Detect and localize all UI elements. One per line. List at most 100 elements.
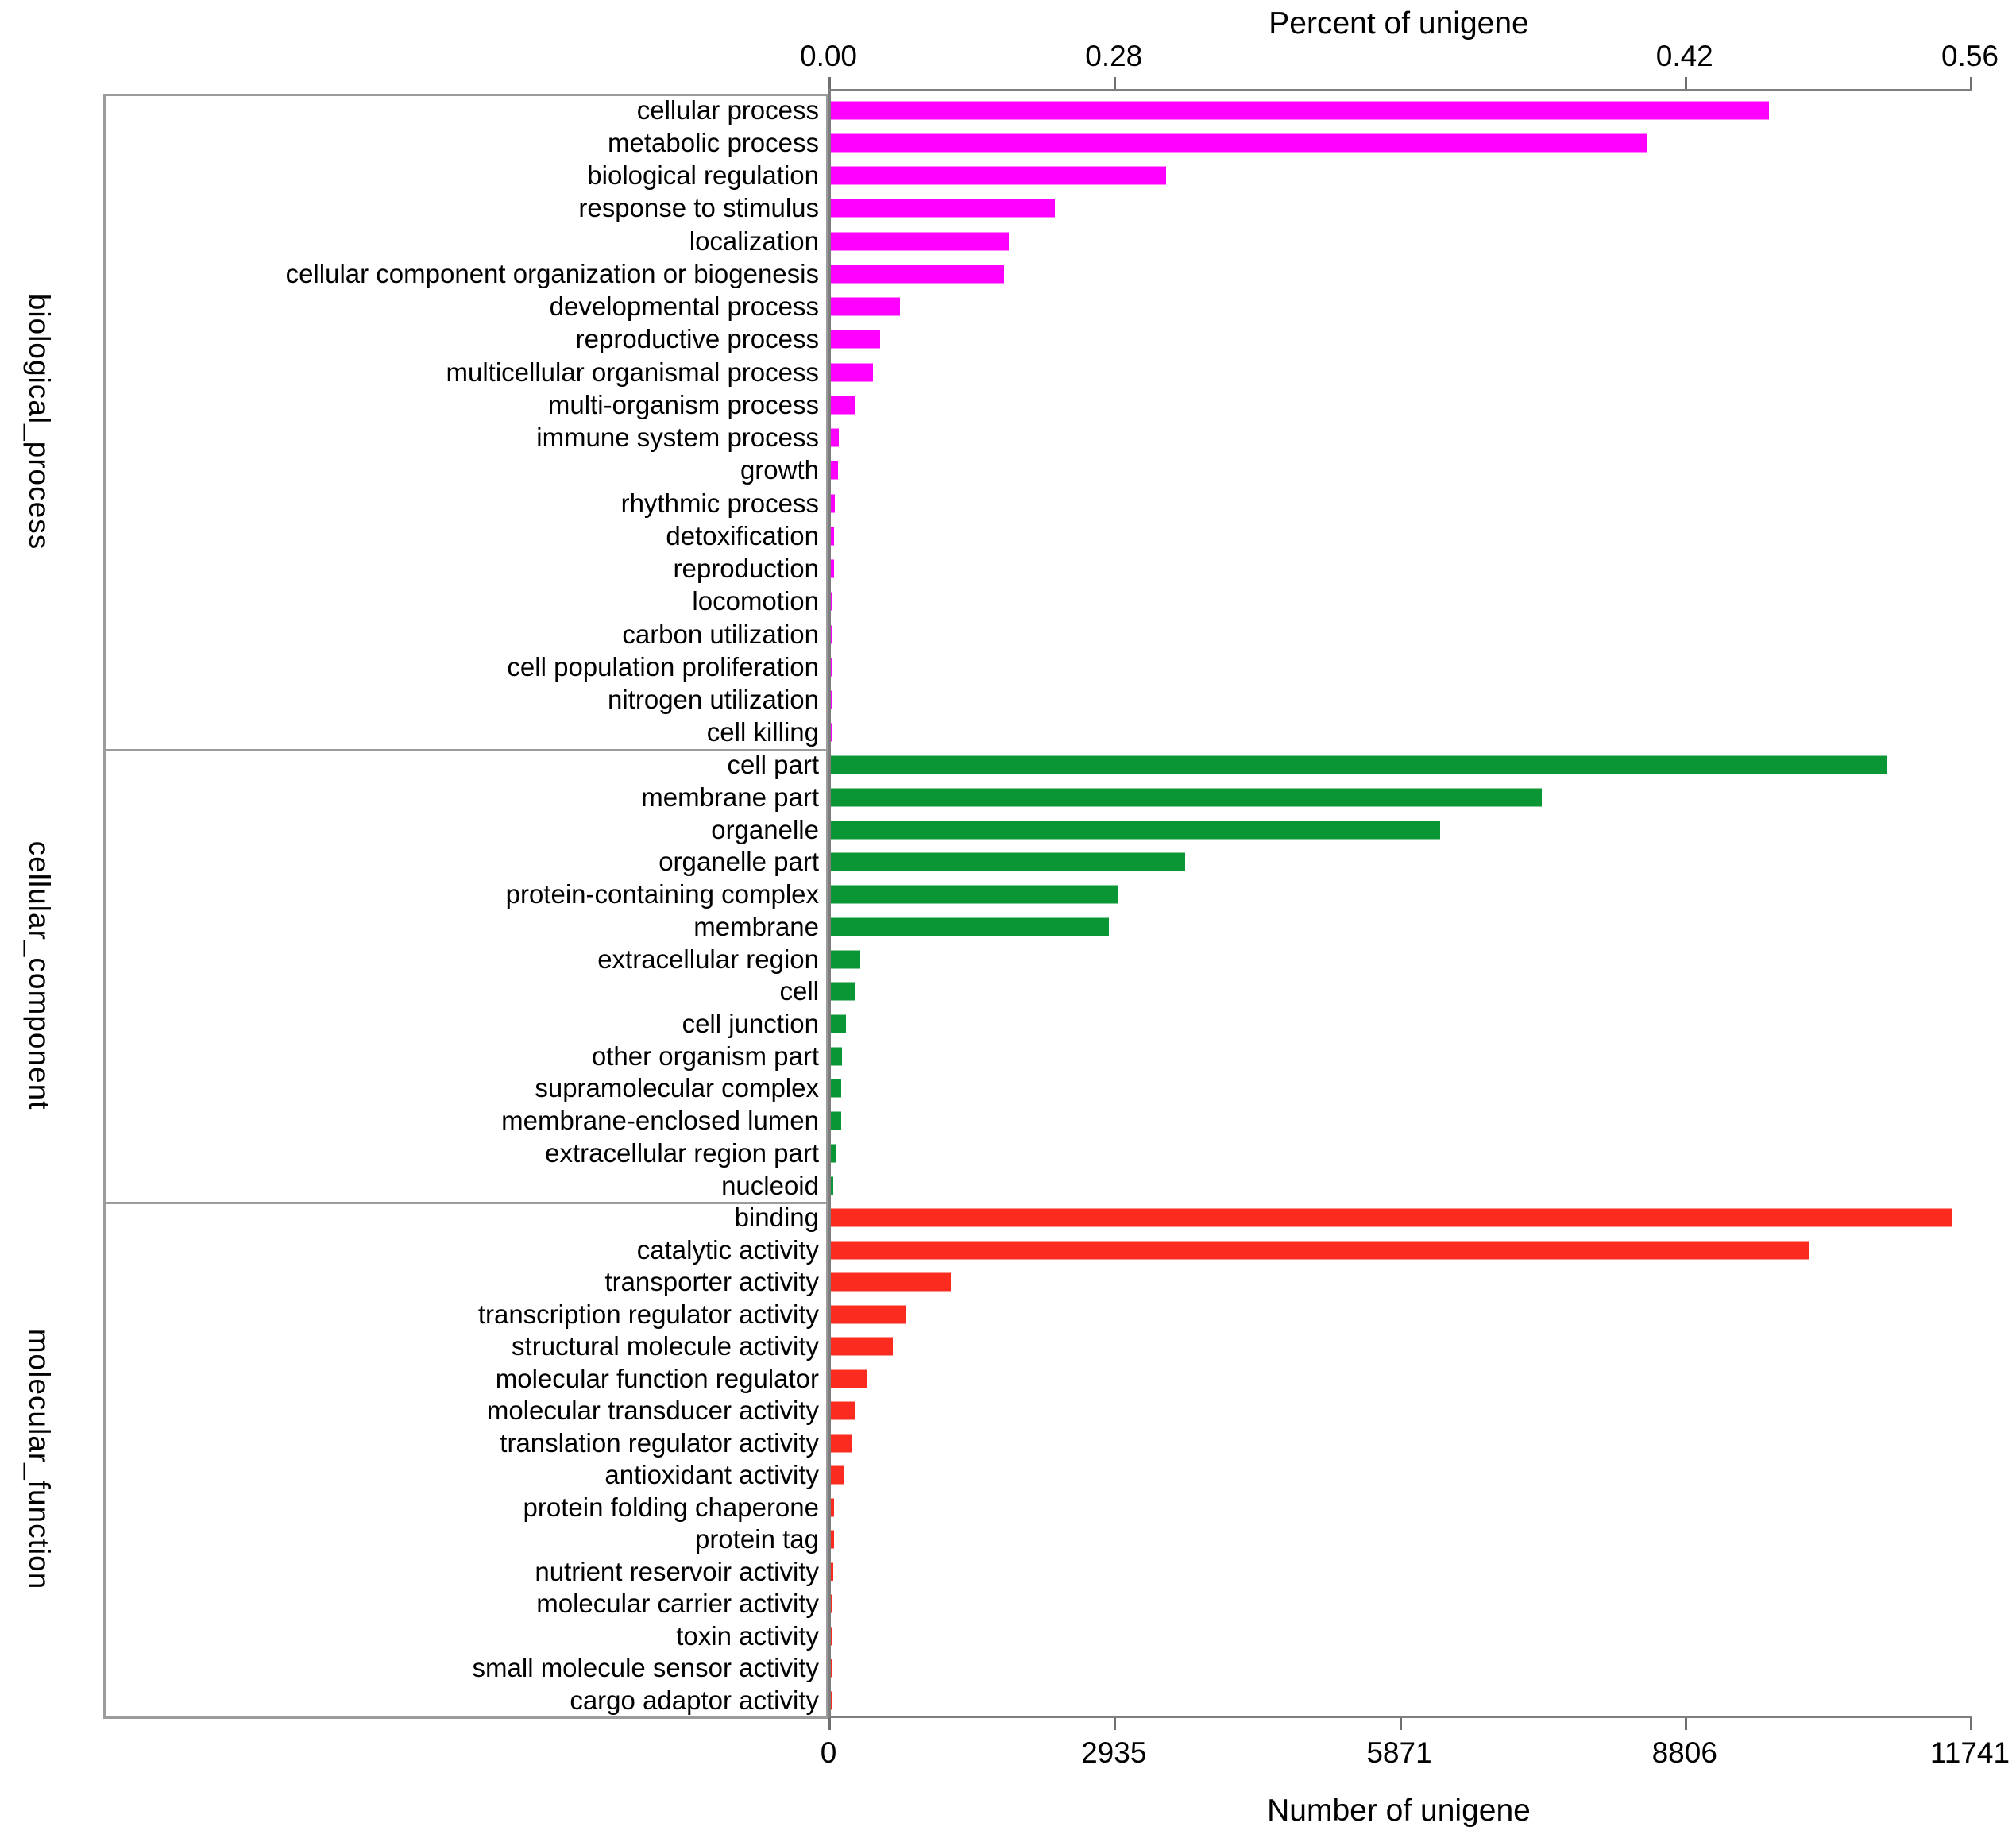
bar-cellular_component xyxy=(831,852,1185,871)
bar-cellular_component xyxy=(831,982,855,1001)
category-label: growth xyxy=(740,455,819,485)
bar-row: protein-containing complex xyxy=(0,879,2016,911)
bar-cellular_component xyxy=(831,788,1542,807)
category-label: carbon utilization xyxy=(622,619,819,649)
tick-mark xyxy=(1399,1718,1402,1730)
tick-mark xyxy=(1114,1718,1117,1730)
bar-molecular_function xyxy=(831,1530,834,1549)
category-label: organelle part xyxy=(658,847,819,877)
bar-biological_process xyxy=(831,101,1770,120)
section-divider-cc-mf xyxy=(103,1202,828,1204)
category-label: supramolecular complex xyxy=(535,1073,819,1103)
category-label: metabolic process xyxy=(608,127,819,157)
category-label: molecular function regulator xyxy=(495,1363,819,1393)
bar-biological_process xyxy=(831,297,900,316)
bar-row: transcription regulator activity xyxy=(0,1299,2016,1331)
category-label: structural molecule activity xyxy=(512,1331,819,1361)
bar-biological_process xyxy=(831,166,1167,185)
tick-label: 0 xyxy=(820,1736,837,1769)
bar-molecular_function xyxy=(831,1498,835,1517)
bar-row: carbon utilization xyxy=(0,618,2016,651)
bar-row: cell part xyxy=(0,749,2016,782)
bar-cellular_component xyxy=(831,1144,836,1163)
bar-row: organelle xyxy=(0,813,2016,846)
bar-cellular_component xyxy=(831,755,1887,774)
tick-label: 0.42 xyxy=(1655,40,1713,72)
category-label: reproductive process xyxy=(575,324,819,354)
category-label: cellular process xyxy=(636,95,819,125)
tick-label: 11741 xyxy=(1929,1736,2010,1769)
category-label: response to stimulus xyxy=(578,193,819,223)
top-axis-line xyxy=(828,89,1972,91)
bar-row: cell xyxy=(0,975,2016,1008)
bar-row: multicellular organismal process xyxy=(0,356,2016,388)
category-label: translation regulator activity xyxy=(500,1427,819,1458)
bar-molecular_function xyxy=(831,1208,1952,1227)
bar-molecular_function xyxy=(831,1594,833,1613)
bar-row: small molecule sensor activity xyxy=(0,1652,2016,1685)
category-label: protein tag xyxy=(695,1524,819,1554)
bar-row: cell junction xyxy=(0,1008,2016,1041)
bar-biological_process xyxy=(831,690,832,709)
tick-mark xyxy=(1970,77,1972,89)
bar-molecular_function xyxy=(831,1627,832,1646)
zero-axis-line xyxy=(828,89,831,1718)
bar-molecular_function xyxy=(831,1691,832,1710)
bar-molecular_function xyxy=(831,1337,894,1356)
bar-biological_process xyxy=(831,133,1648,153)
bar-biological_process xyxy=(831,559,834,578)
bar-row: biological regulation xyxy=(0,160,2016,192)
category-label: transporter activity xyxy=(604,1267,819,1297)
bar-biological_process xyxy=(831,592,833,611)
bar-molecular_function xyxy=(831,1434,852,1453)
category-label: cell junction xyxy=(682,1009,819,1039)
bottom-axis-title: Number of unigene xyxy=(1267,1794,1531,1828)
bar-row: cell population proliferation xyxy=(0,651,2016,683)
bar-row: growth xyxy=(0,454,2016,487)
bar-biological_process xyxy=(831,428,839,447)
category-label: cell population proliferation xyxy=(507,651,819,682)
bar-row: locomotion xyxy=(0,585,2016,618)
label-column-frame xyxy=(103,94,828,1719)
bar-row: transporter activity xyxy=(0,1266,2016,1299)
category-label: locomotion xyxy=(692,586,819,616)
bar-cellular_component xyxy=(831,1014,846,1033)
bar-molecular_function xyxy=(831,1369,867,1388)
bar-cellular_component xyxy=(831,1111,842,1130)
category-label: membrane-enclosed lumen xyxy=(501,1106,819,1136)
bar-cellular_component xyxy=(831,885,1119,904)
bar-row: membrane xyxy=(0,911,2016,944)
bar-molecular_function xyxy=(831,1562,834,1581)
bar-row: cell killing xyxy=(0,716,2016,749)
bar-biological_process xyxy=(831,363,873,382)
category-label: membrane part xyxy=(641,782,819,813)
category-label: developmental process xyxy=(549,292,819,322)
bar-biological_process xyxy=(831,658,832,677)
category-label: cell xyxy=(779,976,819,1006)
bar-cellular_component xyxy=(831,1047,843,1066)
top-axis-title: Percent of unigene xyxy=(1269,6,1529,41)
section-cellular_component: cell part membrane part organelle organelle… xyxy=(0,749,2016,1202)
section-label-cellular_component: cellular_component xyxy=(23,840,56,1110)
bar-biological_process xyxy=(831,199,1055,218)
tick-mark xyxy=(828,77,831,89)
bar-row: extracellular region part xyxy=(0,1137,2016,1170)
tick-label: 0.28 xyxy=(1085,40,1143,72)
category-label: other organism part xyxy=(591,1041,819,1071)
category-label: catalytic activity xyxy=(636,1234,819,1265)
bar-row: cellular component organization or bioge… xyxy=(0,257,2016,290)
category-label: cell killing xyxy=(706,717,819,747)
category-label: organelle xyxy=(711,814,819,844)
bar-row: molecular carrier activity xyxy=(0,1588,2016,1620)
bar-row: multi-organism process xyxy=(0,388,2016,421)
section-label-biological_process: biological_process xyxy=(23,293,56,550)
bar-cellular_component xyxy=(831,1079,842,1098)
bar-molecular_function xyxy=(831,1272,951,1292)
category-label: nutrient reservoir activity xyxy=(535,1556,819,1586)
bar-biological_process xyxy=(831,232,1009,251)
tick-label: 0.00 xyxy=(799,40,858,72)
bar-row: developmental process xyxy=(0,291,2016,323)
section-biological_process: cellular process metabolic process biologi… xyxy=(0,94,2016,749)
category-label: detoxification xyxy=(666,520,819,550)
section-label-molecular_function: molecular_function xyxy=(23,1328,56,1590)
